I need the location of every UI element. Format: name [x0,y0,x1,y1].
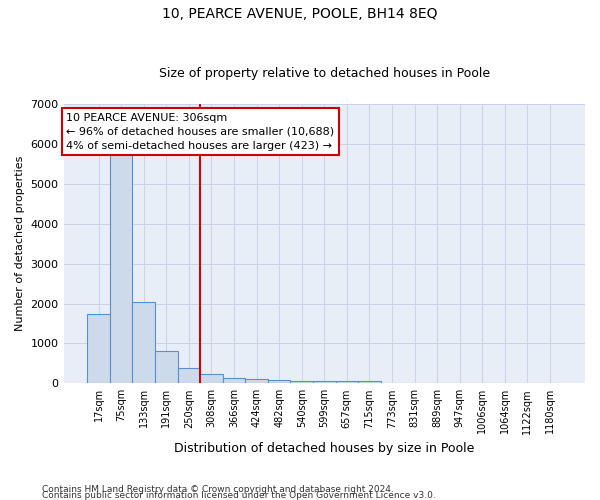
Bar [290,381,313,384]
Y-axis label: Number of detached properties: Number of detached properties [15,156,25,332]
X-axis label: Distribution of detached houses by size in Poole: Distribution of detached houses by size … [174,442,475,455]
Bar [155,352,178,384]
Bar [110,154,133,384]
Bar [87,314,110,384]
Bar [268,380,290,384]
Text: Contains HM Land Registry data © Crown copyright and database right 2024.: Contains HM Land Registry data © Crown c… [42,484,394,494]
Bar [133,302,155,384]
Bar [313,382,335,384]
Bar [245,380,268,384]
Bar [335,382,358,384]
Text: 10, PEARCE AVENUE, POOLE, BH14 8EQ: 10, PEARCE AVENUE, POOLE, BH14 8EQ [162,8,438,22]
Bar [200,374,223,384]
Text: 10 PEARCE AVENUE: 306sqm
← 96% of detached houses are smaller (10,688)
4% of sem: 10 PEARCE AVENUE: 306sqm ← 96% of detach… [66,112,334,150]
Title: Size of property relative to detached houses in Poole: Size of property relative to detached ho… [159,66,490,80]
Bar [223,378,245,384]
Bar [358,382,381,384]
Bar [178,368,200,384]
Text: Contains public sector information licensed under the Open Government Licence v3: Contains public sector information licen… [42,491,436,500]
